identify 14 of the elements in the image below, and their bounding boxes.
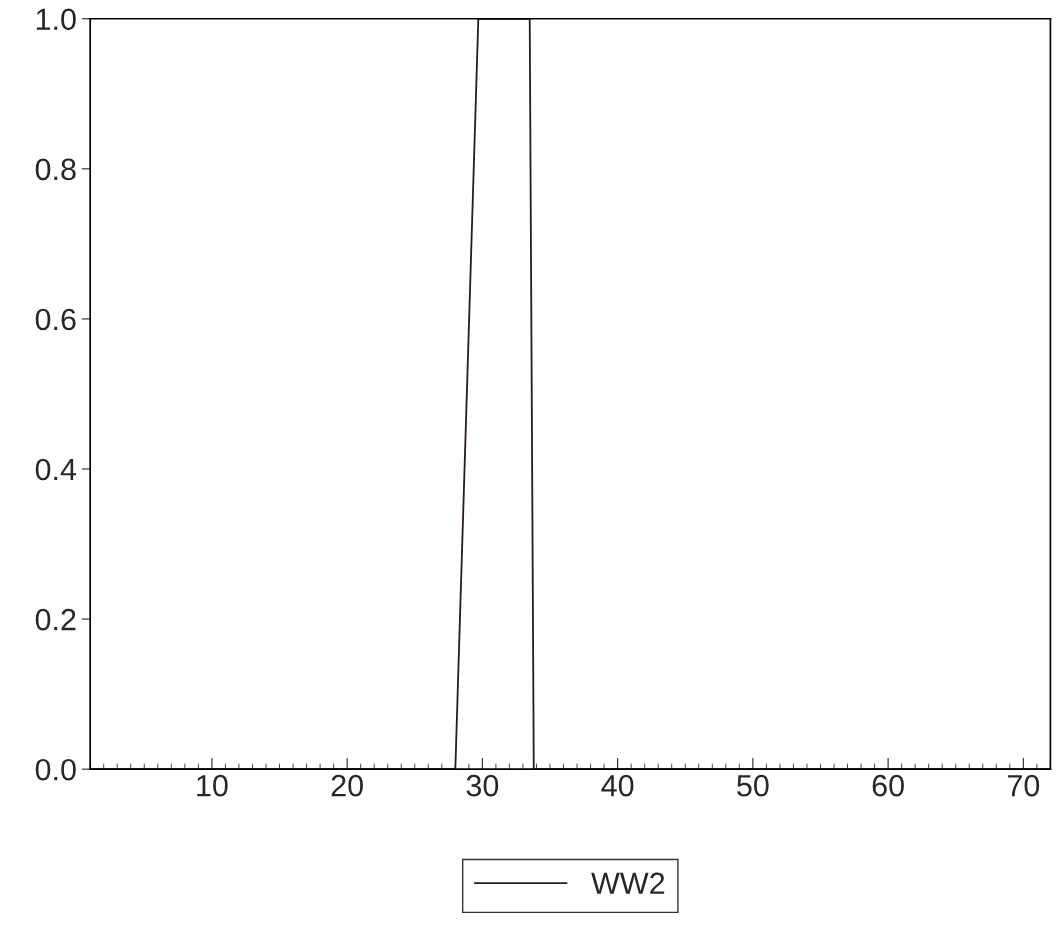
x-tick-label: 30 <box>466 774 499 797</box>
legend-label: WW2 <box>591 872 665 894</box>
x-tick-label: 40 <box>601 774 634 797</box>
x-tick-label: 20 <box>331 774 363 797</box>
y-tick-label: 0.8 <box>35 158 76 181</box>
y-tick-label: 1.0 <box>36 8 76 31</box>
y-tick-label: 0.4 <box>35 458 77 481</box>
y-tick-label: 0.6 <box>35 308 76 331</box>
x-tick-label: 60 <box>872 774 904 797</box>
y-tick-label: 0.2 <box>35 608 76 631</box>
x-tick-label: 10 <box>197 774 228 797</box>
x-tick-label: 70 <box>1007 774 1040 797</box>
x-tick-label: 50 <box>737 774 769 797</box>
y-tick-label: 0.0 <box>35 758 76 781</box>
